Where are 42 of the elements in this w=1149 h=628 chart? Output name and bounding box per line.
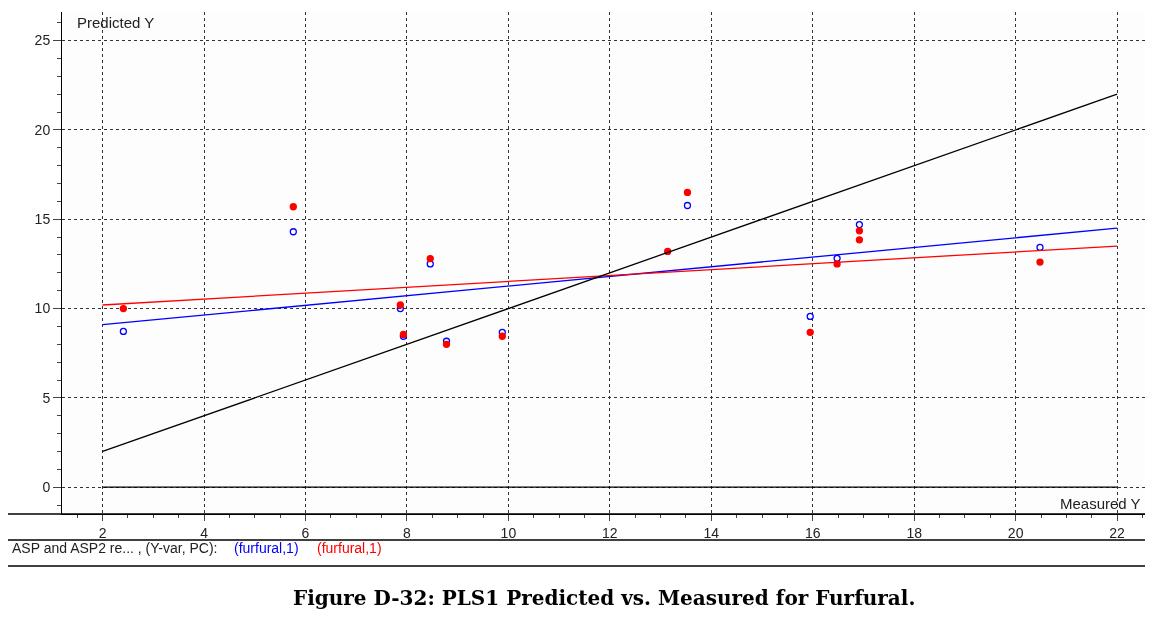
point (683, 188, 692, 197)
y-tick-label: 15 (34, 211, 51, 228)
point (119, 304, 128, 313)
y-tick-label: 5 (42, 389, 51, 406)
point (683, 201, 692, 210)
y-tick-label: 25 (34, 32, 51, 49)
x-tick-label: 6 (301, 524, 310, 541)
point (498, 328, 506, 336)
point (289, 203, 297, 211)
point (498, 332, 506, 340)
y-tick-label: 20 (34, 121, 51, 138)
point (289, 228, 297, 236)
y-tick-label: 10 (34, 300, 51, 317)
point (396, 301, 404, 309)
point (119, 327, 128, 336)
point (1036, 258, 1044, 266)
x-tick-label: 8 (403, 524, 412, 541)
y-axis-title: Predicted Y (77, 14, 155, 31)
x-tick-label: 22 (1109, 524, 1126, 541)
x-tick-label: 20 (1007, 524, 1024, 541)
text: (furfural,1) (234, 540, 299, 556)
x-tick-label: 18 (906, 524, 923, 541)
y-tick-label: 0 (42, 479, 51, 496)
x-tick-label: 10 (500, 524, 517, 541)
point (806, 328, 814, 336)
point (426, 260, 434, 268)
point (833, 254, 841, 263)
text: ASP and ASP2 re... , (Y-var, PC): (12, 540, 218, 556)
text: (furfural,1) (317, 540, 382, 556)
point (855, 220, 864, 229)
x-tick-label: 12 (602, 524, 618, 541)
x-tick-label: 2 (98, 524, 107, 541)
point (426, 254, 434, 263)
point (855, 236, 864, 244)
point (806, 312, 814, 321)
point (833, 260, 841, 268)
text: Figure D-32: PLS1 Predicted vs. Measured for Furfural. (293, 586, 916, 610)
x-axis-title: Measured Y (1060, 495, 1141, 512)
point (855, 227, 864, 235)
x-tick-label: 4 (200, 524, 209, 541)
x-tick-label: 14 (703, 524, 720, 541)
x-tick-label: 16 (804, 524, 821, 541)
